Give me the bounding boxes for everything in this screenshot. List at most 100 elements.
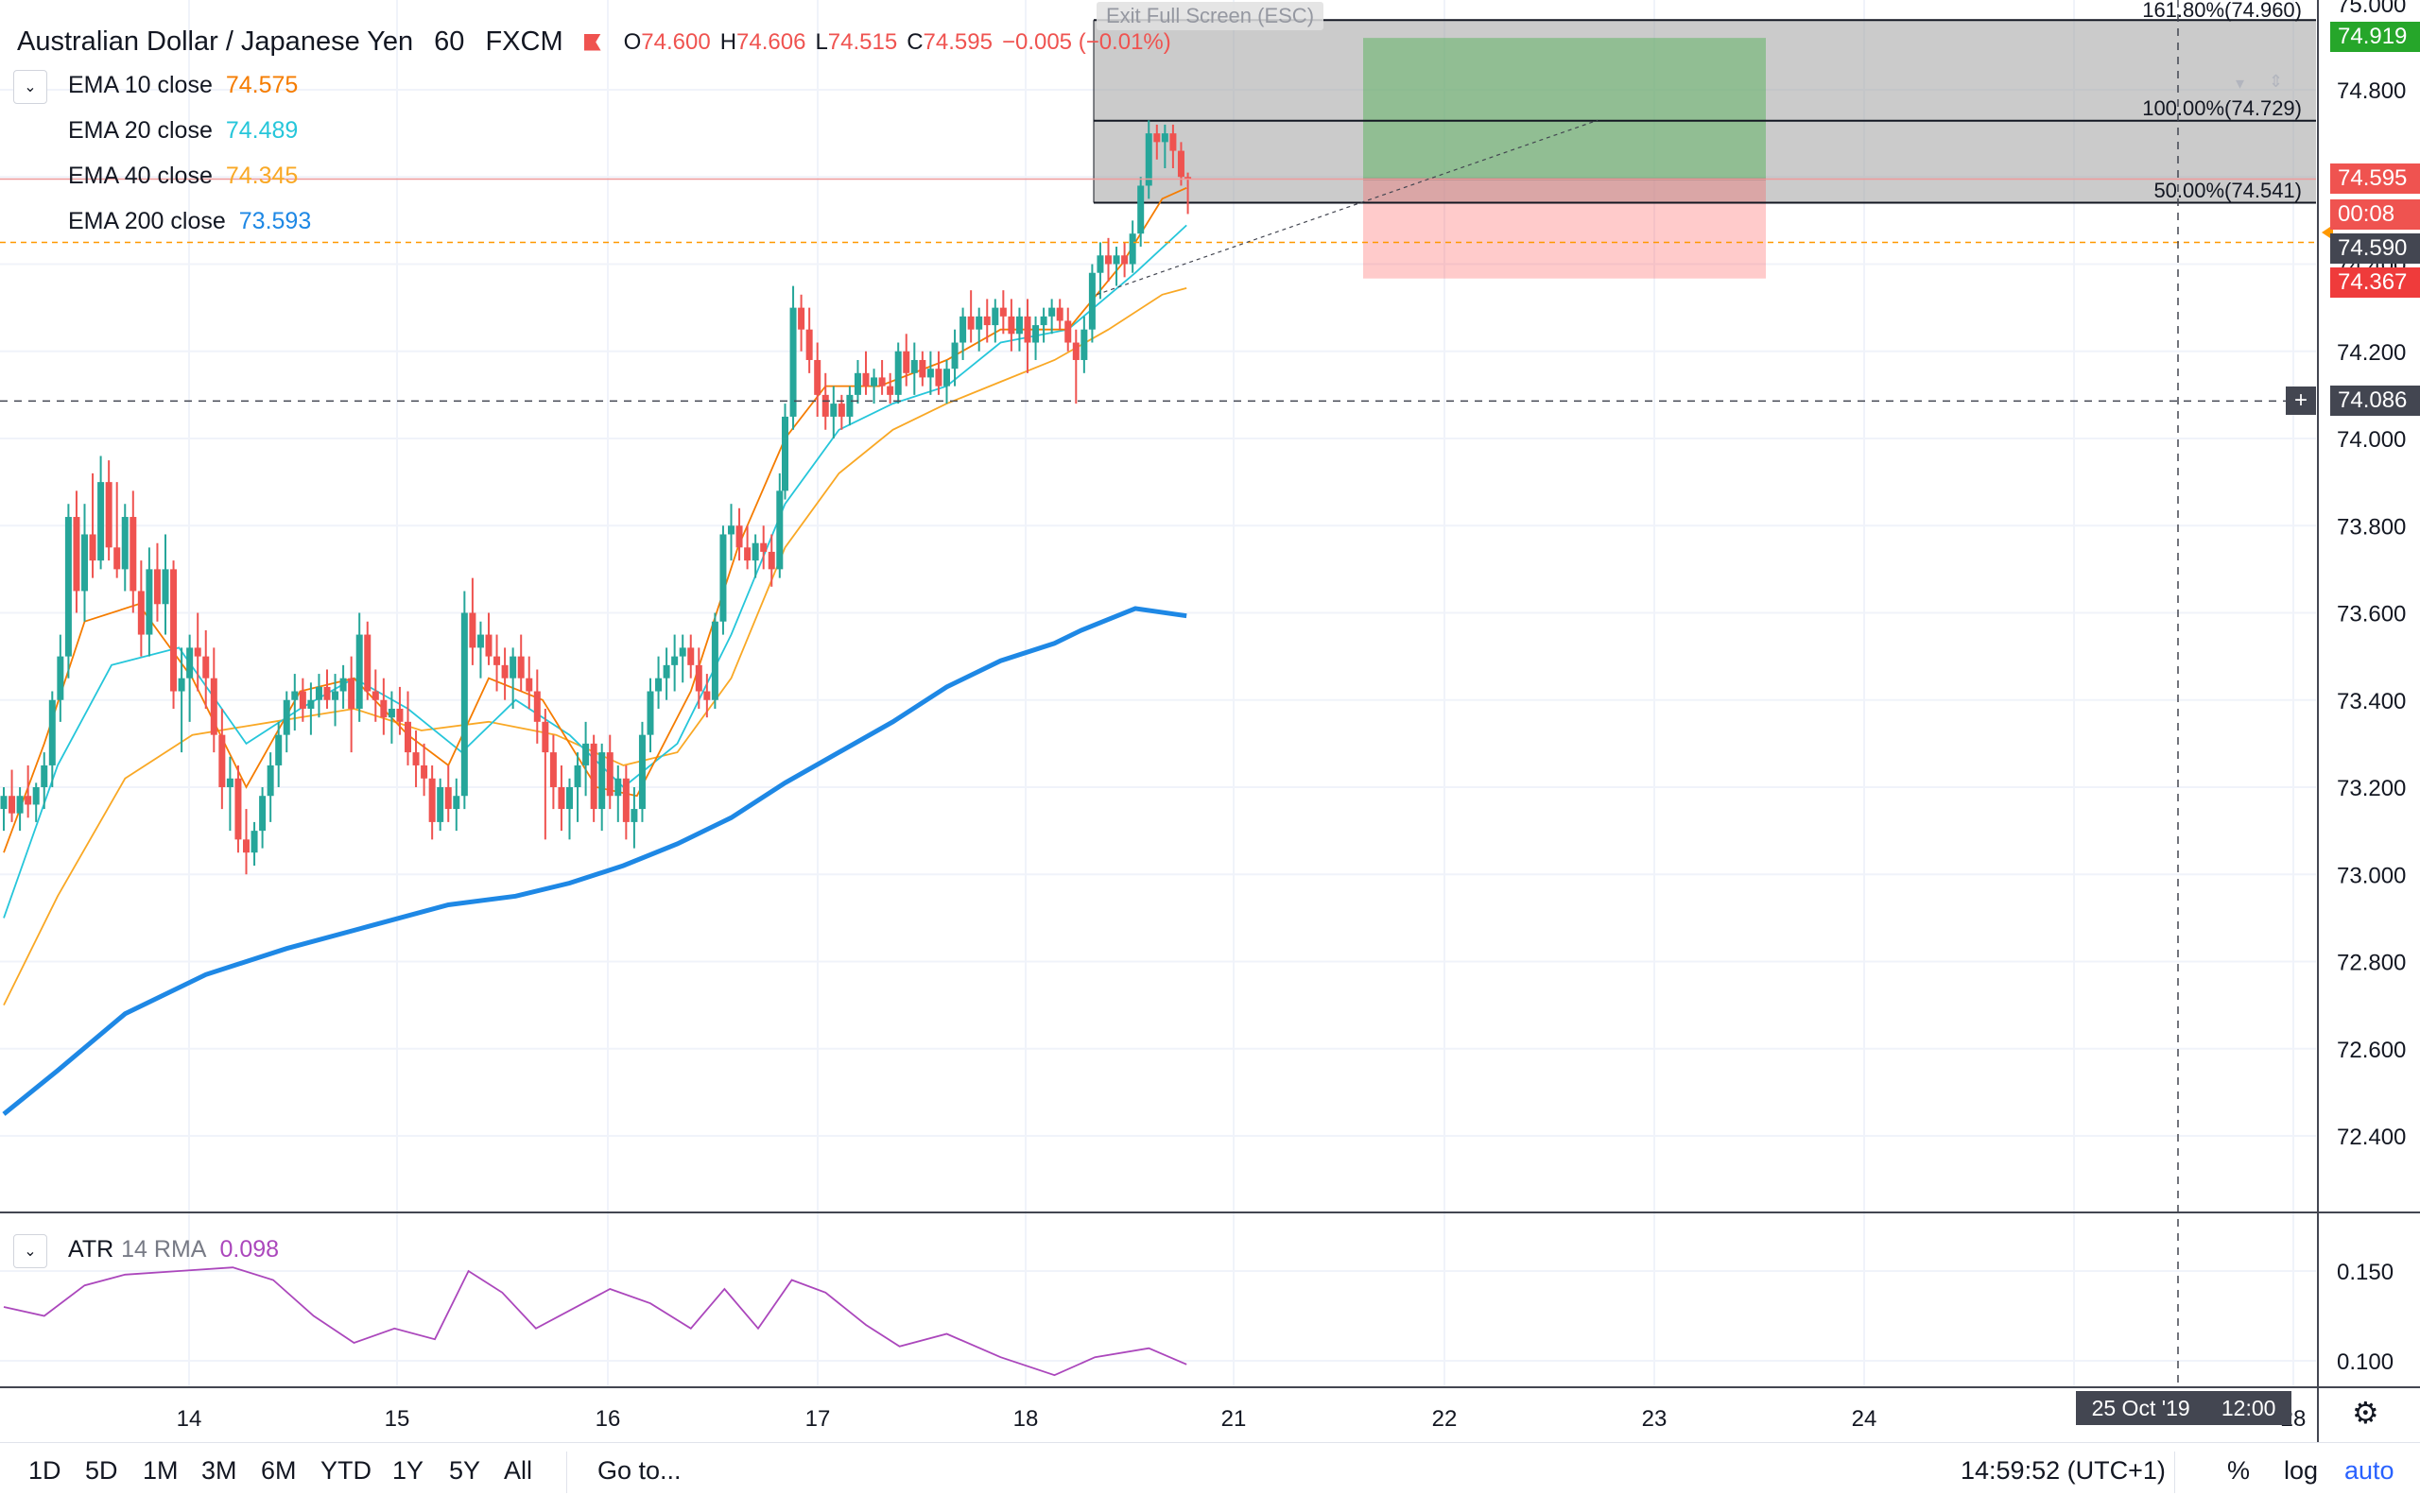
candle-body xyxy=(348,678,355,709)
candle xyxy=(768,534,775,587)
candle xyxy=(9,769,16,822)
chevron-down-icon: ⌄ xyxy=(24,1244,37,1260)
price-tag-crosshair: 74.086 xyxy=(2330,386,2420,416)
scroll-up-icon[interactable]: ▾ xyxy=(2236,74,2245,93)
timeframe-1m[interactable]: 1M xyxy=(143,1456,179,1485)
candle-body xyxy=(178,678,185,692)
price-tick-label: 75.000 xyxy=(2337,0,2406,18)
open-value: 74.600 xyxy=(641,28,711,55)
open-label: O xyxy=(623,28,642,55)
candle-body xyxy=(226,778,233,787)
timeframe-3m[interactable]: 3M xyxy=(201,1456,237,1485)
price-tick-label: 73.600 xyxy=(2337,602,2406,627)
timeframe-ytd[interactable]: YTD xyxy=(320,1456,372,1485)
candle-body xyxy=(113,547,121,570)
candle xyxy=(1145,120,1152,199)
candle xyxy=(663,647,670,700)
candle xyxy=(243,809,250,875)
candle-body xyxy=(728,525,735,535)
indicator-row-ema40[interactable]: EMA 40 close 74.345 xyxy=(68,163,298,190)
candle-body xyxy=(218,734,226,787)
candle-body xyxy=(388,708,395,718)
indicator-label: EMA 20 close xyxy=(68,117,213,144)
symbol-name[interactable]: Australian Dollar / Japanese Yen xyxy=(17,26,414,57)
candle-body xyxy=(1153,133,1161,143)
candle xyxy=(735,507,743,561)
candle-body xyxy=(453,796,460,810)
price-tick-label: 72.600 xyxy=(2337,1038,2406,1063)
candle-body xyxy=(121,517,129,570)
log-toggle[interactable]: log xyxy=(2284,1456,2319,1485)
candle-body xyxy=(1113,255,1120,265)
time-tick-label: 24 xyxy=(1852,1406,1877,1432)
add-alert-plus-icon[interactable]: + xyxy=(2286,387,2316,415)
timeframe-all[interactable]: All xyxy=(504,1456,533,1485)
collapse-atr-button[interactable]: ⌄ xyxy=(13,1234,47,1268)
candle-body xyxy=(935,369,942,387)
candle-body xyxy=(186,647,194,679)
exit-fullscreen-hint[interactable]: Exit Full Screen (ESC) xyxy=(1097,2,1323,30)
clock-timezone[interactable]: 14:59:52 (UTC+1) xyxy=(1961,1456,2166,1485)
candle-body xyxy=(789,307,797,417)
price-tick-label: 74.200 xyxy=(2337,340,2406,366)
candle-body xyxy=(798,307,805,330)
candle-body xyxy=(57,656,64,700)
candle xyxy=(871,369,878,404)
candle-body xyxy=(493,656,501,665)
collapse-indicators-button[interactable]: ⌄ xyxy=(13,70,47,104)
atr-value: 0.098 xyxy=(219,1236,280,1263)
candle-body xyxy=(622,778,630,822)
percent-toggle[interactable]: % xyxy=(2227,1456,2251,1485)
candle xyxy=(186,634,194,722)
candle-body xyxy=(903,351,910,373)
candle xyxy=(655,656,663,709)
candle-body xyxy=(1121,255,1129,265)
candle-body xyxy=(679,647,686,657)
settings-gear-icon[interactable]: ⚙ xyxy=(2352,1396,2379,1430)
goto-button[interactable]: Go to... xyxy=(597,1456,682,1485)
candle-body xyxy=(485,634,493,657)
candle-body xyxy=(283,699,290,735)
auto-toggle[interactable]: auto xyxy=(2344,1456,2394,1485)
timeframe-1d[interactable]: 1D xyxy=(28,1456,61,1485)
candle xyxy=(854,359,861,404)
candle xyxy=(606,734,614,810)
candle-body xyxy=(267,765,274,797)
candle xyxy=(903,334,910,387)
candle xyxy=(1032,316,1040,360)
timeframe-5d[interactable]: 5D xyxy=(85,1456,118,1485)
scale-resize-icon[interactable]: ⇕ xyxy=(2269,72,2284,91)
candle-body xyxy=(719,534,727,622)
exchange-label: FXCM xyxy=(485,26,563,57)
candle-body xyxy=(73,517,80,592)
atr-legend[interactable]: ATR 14 RMA 0.098 xyxy=(68,1236,279,1263)
candle xyxy=(789,285,797,430)
candle-body xyxy=(894,351,902,395)
candle-body xyxy=(510,656,517,679)
indicator-row-ema10[interactable]: EMA 10 close 74.575 xyxy=(68,72,298,99)
candle-body xyxy=(999,307,1007,317)
candle-body xyxy=(542,721,549,753)
candle xyxy=(838,394,845,430)
candle xyxy=(910,342,918,395)
timeframe-5y[interactable]: 5Y xyxy=(449,1456,481,1485)
indicator-row-ema200[interactable]: EMA 200 close 73.593 xyxy=(68,208,311,235)
atr-tick-label: 0.100 xyxy=(2337,1349,2394,1375)
candle xyxy=(81,504,88,622)
candle xyxy=(323,669,331,709)
candle-body xyxy=(137,591,145,635)
low-value: 74.515 xyxy=(827,28,898,55)
price-tick-label: 74.800 xyxy=(2337,78,2406,104)
candle xyxy=(299,678,306,722)
fib-retracement-zone xyxy=(1094,20,2316,203)
flag-icon[interactable] xyxy=(583,33,601,51)
candle xyxy=(396,686,404,735)
atr-label: ATR xyxy=(68,1236,114,1263)
indicator-row-ema20[interactable]: EMA 20 close 74.489 xyxy=(68,117,298,145)
candle-body xyxy=(1080,329,1088,360)
timeframe-1y[interactable]: 1Y xyxy=(392,1456,424,1485)
interval-label[interactable]: 60 xyxy=(434,26,465,57)
timeframe-6m[interactable]: 6M xyxy=(261,1456,297,1485)
indicator-label: EMA 10 close xyxy=(68,72,213,98)
